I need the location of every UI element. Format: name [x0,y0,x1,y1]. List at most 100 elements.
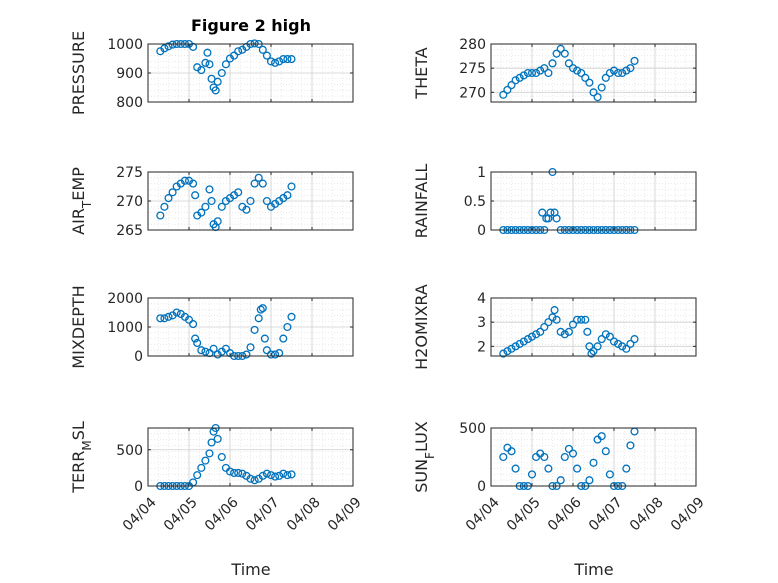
data-point [238,469,247,478]
data-point [544,318,553,327]
data-point [581,315,590,324]
y-tick-label: 275 [459,61,486,77]
data-point [589,347,598,356]
data-point [523,335,532,344]
data-point [279,469,288,478]
data-point [511,464,520,473]
data-point [275,471,284,480]
data-point [266,471,276,480]
data-point [626,441,635,450]
y-axis-label: SUNFLUX [412,421,437,493]
y-axis-label: RAINFALL [412,164,431,239]
data-point [519,71,528,80]
data-point [605,68,614,78]
x-tick-label: 04/08 [284,494,324,534]
data-point [201,347,210,356]
subplot-pressure: 800 900 1000 PRESSURE [69,31,354,115]
data-point [536,66,545,75]
data-point [540,452,549,462]
data-point [172,308,181,317]
data-point [538,208,547,217]
data-point [207,196,216,206]
data-point [515,339,524,348]
data-point [246,196,255,206]
data-point [507,344,516,353]
subplot-mixdepth: 0 1000 2000 MIXDEPTH [69,285,354,369]
data-point [622,344,631,353]
data-point [197,463,206,472]
data-point [213,217,222,226]
y-tick-label: 500 [116,443,143,459]
data-point [540,64,549,73]
data-point [217,202,226,211]
data-point [568,64,578,73]
y-tick-label: 4 [477,291,486,307]
figure-title: Figure 2 high [191,16,311,35]
data-point [583,327,592,336]
data-point [246,474,255,483]
x-axis-label-right: Time [573,560,613,579]
x-tick-label: 04/07 [586,494,626,534]
data-point [527,470,537,479]
data-point [234,188,243,197]
data-point [618,342,627,351]
data-point [532,68,541,78]
data-point [221,344,230,353]
data-point [287,470,296,479]
data-point [560,330,569,339]
data-point [234,468,243,478]
data-point [573,315,582,324]
data-point [556,327,565,336]
data-point [242,205,251,214]
data-point [283,322,292,332]
x-tick-label: 04/07 [243,494,283,534]
data-point [160,314,169,323]
data-point [560,49,569,58]
data-point [515,73,524,82]
data-point [622,66,631,75]
data-point [577,68,586,78]
data-point [585,342,594,351]
data-point [550,306,559,315]
data-point [271,58,280,67]
x-tick-label: 04/04 [463,494,503,534]
data-point [622,464,631,473]
data-point [260,334,269,343]
x-tick-label: 04/09 [668,494,708,534]
data-point [585,78,594,87]
data-point [593,342,602,351]
data-point [589,458,598,467]
y-tick-label: 0 [134,349,143,365]
data-point [601,447,610,456]
data-point [254,314,263,323]
data-point [556,476,565,485]
data-point [527,332,537,341]
data-point [262,346,271,355]
data-point [283,191,292,200]
x-axis-label-left: Time [230,560,270,579]
data-point [250,325,259,334]
data-point [287,312,296,321]
axes-box [490,427,697,487]
data-point [164,194,173,203]
data-point [254,173,263,182]
data-point [258,471,267,480]
y-axis-label: MIXDEPTH [69,285,88,368]
data-point [262,196,271,206]
data-point [156,314,165,323]
data-point [540,322,549,332]
data-point [250,39,259,48]
data-point [511,342,520,351]
data-point [605,332,614,341]
data-point [168,40,177,49]
data-point [258,179,267,188]
data-point [184,315,194,324]
data-point [564,444,573,453]
data-point [205,185,214,194]
data-point [217,68,226,78]
y-axis-label: AIRTEMP [69,167,94,235]
data-point [279,334,288,343]
data-point [201,58,210,67]
data-point [552,49,561,58]
data-point [614,339,623,348]
